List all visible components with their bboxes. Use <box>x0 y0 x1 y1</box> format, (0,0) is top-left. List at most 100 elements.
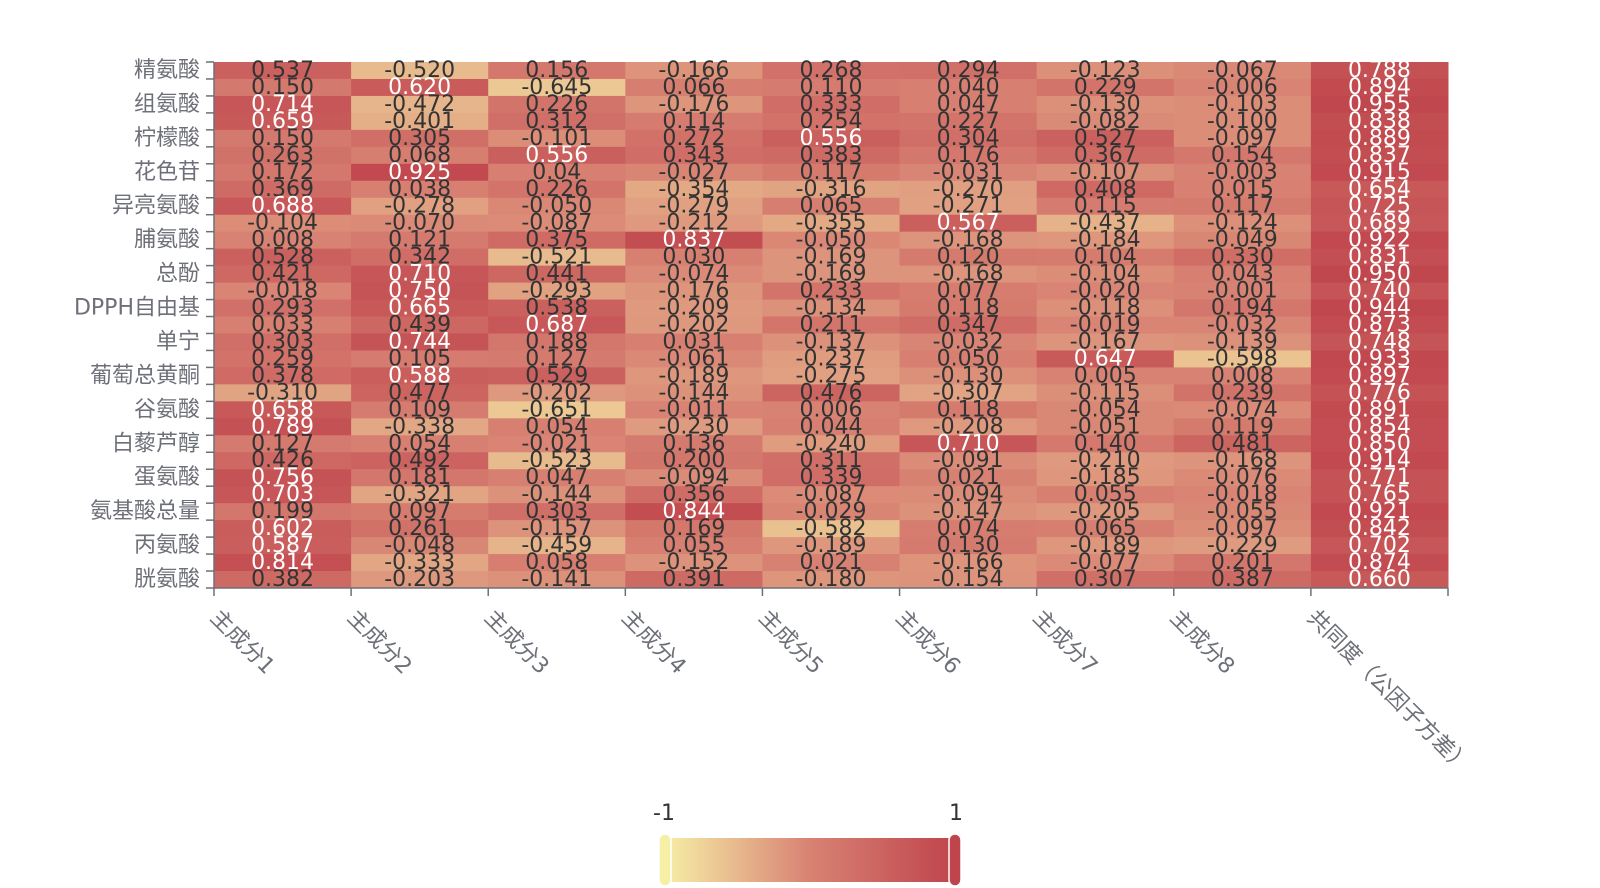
heatmap-cell[interactable] <box>488 350 626 368</box>
heatmap-cell[interactable] <box>762 299 901 318</box>
heatmap-cell[interactable] <box>351 350 489 368</box>
visual-map[interactable]: -1 1 <box>653 801 963 887</box>
heatmap-cell[interactable] <box>899 248 1038 267</box>
heatmap-cell[interactable] <box>214 384 352 402</box>
heatmap-cell[interactable] <box>762 367 901 385</box>
heatmap-cell[interactable] <box>214 435 352 453</box>
heatmap-cell[interactable] <box>762 248 901 267</box>
heatmap-cell[interactable] <box>1036 197 1175 216</box>
heatmap-cell[interactable] <box>488 418 626 436</box>
heatmap-cell[interactable] <box>488 503 626 521</box>
heatmap-cell[interactable] <box>351 95 489 114</box>
heatmap-cell[interactable] <box>1036 180 1175 199</box>
heatmap-cell[interactable] <box>1173 231 1312 250</box>
heatmap-cell[interactable] <box>899 367 1038 385</box>
heatmap-cell[interactable] <box>488 367 626 385</box>
heatmap-cell[interactable] <box>1310 333 1449 351</box>
heatmap-cell[interactable] <box>625 248 763 267</box>
heatmap-cell[interactable] <box>1173 435 1312 453</box>
heatmap-cell[interactable] <box>1310 571 1449 589</box>
heatmap-cell[interactable] <box>625 62 763 80</box>
heatmap-cell[interactable] <box>1310 62 1449 80</box>
heatmap-cell[interactable] <box>488 62 626 80</box>
heatmap-cell[interactable] <box>1036 554 1175 572</box>
heatmap-cell[interactable] <box>1036 418 1175 436</box>
heatmap-cell[interactable] <box>351 78 489 97</box>
heatmap-cell[interactable] <box>625 299 763 318</box>
heatmap-cell[interactable] <box>625 163 763 182</box>
heatmap-cell[interactable] <box>1310 112 1449 131</box>
heatmap-cell[interactable] <box>488 520 626 538</box>
heatmap-cell[interactable] <box>1173 214 1312 233</box>
heatmap-cell[interactable] <box>899 537 1038 555</box>
heatmap-cell[interactable] <box>1036 503 1175 521</box>
heatmap-cell[interactable] <box>1173 248 1312 267</box>
heatmap-cell[interactable] <box>1173 486 1312 504</box>
heatmap-cell[interactable] <box>1173 333 1312 351</box>
heatmap-cell[interactable] <box>351 333 489 351</box>
heatmap-cell[interactable] <box>1173 62 1312 80</box>
heatmap-cell[interactable] <box>1173 180 1312 199</box>
heatmap-cell[interactable] <box>762 282 901 301</box>
heatmap-cell[interactable] <box>625 214 763 233</box>
heatmap-cell[interactable] <box>625 333 763 351</box>
heatmap-cell[interactable] <box>899 418 1038 436</box>
heatmap-cell[interactable] <box>488 316 626 334</box>
heatmap-cell[interactable] <box>762 62 901 80</box>
heatmap-cell[interactable] <box>351 265 489 284</box>
heatmap-cell[interactable] <box>1173 571 1312 589</box>
heatmap-cell[interactable] <box>351 231 489 250</box>
heatmap-cell[interactable] <box>1310 180 1449 199</box>
heatmap-cell[interactable] <box>762 537 901 555</box>
heatmap-cell[interactable] <box>351 282 489 301</box>
heatmap-cell[interactable] <box>762 180 901 199</box>
heatmap-cell[interactable] <box>625 537 763 555</box>
heatmap-cell[interactable] <box>1036 282 1175 301</box>
heatmap-cell[interactable] <box>1173 282 1312 301</box>
heatmap-cell[interactable] <box>762 163 901 182</box>
heatmap-cell[interactable] <box>625 401 763 419</box>
heatmap-cell[interactable] <box>351 163 489 182</box>
heatmap-cell[interactable] <box>899 265 1038 284</box>
heatmap-cell[interactable] <box>1310 367 1449 385</box>
heatmap-cell[interactable] <box>1173 554 1312 572</box>
heatmap-cell[interactable] <box>351 384 489 402</box>
heatmap-cell[interactable] <box>1173 503 1312 521</box>
heatmap-cell[interactable] <box>351 214 489 233</box>
heatmap-cell[interactable] <box>214 197 352 216</box>
heatmap-cell[interactable] <box>488 163 626 182</box>
heatmap-cell[interactable] <box>1310 197 1449 216</box>
heatmap-cell[interactable] <box>214 503 352 521</box>
heatmap-cell[interactable] <box>1036 486 1175 504</box>
heatmap-cell[interactable] <box>488 112 626 131</box>
heatmap-cell[interactable] <box>899 146 1038 165</box>
heatmap-cell[interactable] <box>899 95 1038 114</box>
heatmap-cell[interactable] <box>351 520 489 538</box>
heatmap-cell[interactable] <box>1173 129 1312 148</box>
heatmap-cell[interactable] <box>1173 469 1312 487</box>
heatmap-cell[interactable] <box>488 265 626 284</box>
heatmap-cell[interactable] <box>899 129 1038 148</box>
heatmap-cell[interactable] <box>214 537 352 555</box>
heatmap-cell[interactable] <box>762 146 901 165</box>
heatmap-cell[interactable] <box>899 333 1038 351</box>
heatmap-cell[interactable] <box>1173 163 1312 182</box>
heatmap-cell[interactable] <box>625 503 763 521</box>
heatmap-cell[interactable] <box>762 435 901 453</box>
heatmap-cell[interactable] <box>625 282 763 301</box>
heatmap-cell[interactable] <box>1173 452 1312 470</box>
heatmap-cell[interactable] <box>1173 146 1312 165</box>
heatmap-cell[interactable] <box>488 401 626 419</box>
heatmap-cell[interactable] <box>1310 418 1449 436</box>
heatmap-cell[interactable] <box>214 95 352 114</box>
heatmap-cell[interactable] <box>762 316 901 334</box>
heatmap-cell[interactable] <box>625 180 763 199</box>
heatmap-cell[interactable] <box>899 486 1038 504</box>
heatmap-cell[interactable] <box>899 163 1038 182</box>
heatmap-cell[interactable] <box>488 146 626 165</box>
heatmap-cell[interactable] <box>1036 316 1175 334</box>
heatmap-cell[interactable] <box>351 435 489 453</box>
heatmap-cell[interactable] <box>762 350 901 368</box>
heatmap-cell[interactable] <box>899 554 1038 572</box>
heatmap-cell[interactable] <box>1310 78 1449 97</box>
